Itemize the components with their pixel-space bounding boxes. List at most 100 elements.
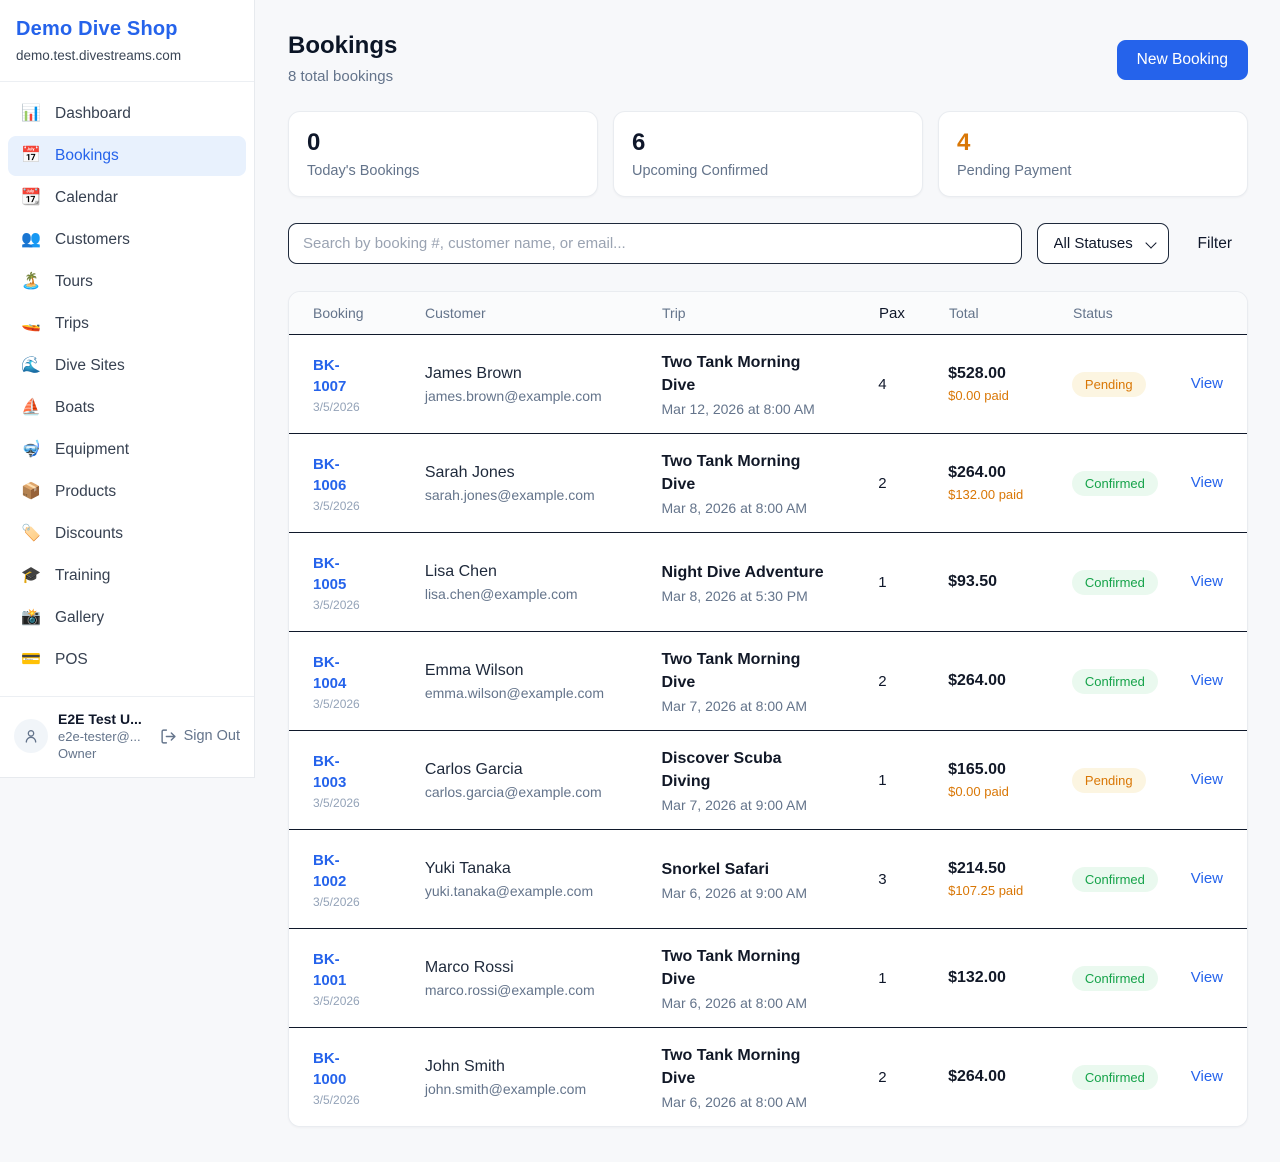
person-icon — [25, 730, 37, 743]
status-badge: Pending — [1071, 371, 1146, 397]
customer-name: John Smith — [424, 1057, 505, 1075]
trip-datetime: Mar 6, 2026 at 8:00 AM — [661, 1094, 808, 1110]
table-row: BK-1006 3/5/2026 Sarah Jones sarah.jones… — [289, 433, 1247, 532]
sidebar-item-label: Tours — [55, 273, 93, 290]
booking-date: 3/5/2026 — [313, 696, 360, 711]
booking-id-link[interactable]: BK-1004 — [313, 653, 347, 692]
sidebar-item-training[interactable]: 🎓 Training — [8, 556, 246, 596]
trip-datetime: Mar 8, 2026 at 8:00 AM — [661, 500, 808, 516]
filter-button[interactable]: Filter — [1184, 235, 1248, 253]
sidebar: Demo Dive Shop demo.test.divestreams.com… — [0, 0, 255, 778]
camera-icon: 📸 — [21, 609, 41, 626]
sidebar-item-gallery[interactable]: 📸 Gallery — [8, 598, 246, 638]
page-subtitle: 8 total bookings — [288, 68, 394, 85]
pax-count: 3 — [878, 870, 887, 888]
sidebar-user-footer: E2E Test U... e2e-tester@... Owner Sign … — [0, 696, 254, 777]
trip-datetime: Mar 6, 2026 at 8:00 AM — [661, 995, 808, 1011]
booking-id-link[interactable]: BK-1001 — [313, 950, 347, 989]
sidebar-item-customers[interactable]: 👥 Customers — [8, 220, 246, 260]
sign-out-button[interactable]: Sign Out — [160, 728, 240, 745]
booking-id-link[interactable]: BK-1007 — [313, 356, 347, 395]
booking-id-link[interactable]: BK-1006 — [313, 455, 347, 494]
customer-name: James Brown — [424, 364, 522, 382]
trip-datetime: Mar 6, 2026 at 9:00 AM — [661, 884, 808, 901]
booking-date: 3/5/2026 — [313, 993, 360, 1008]
trip-name: Two Tank Morning Dive — [661, 453, 801, 493]
view-link[interactable]: View — [1190, 672, 1223, 689]
view-link[interactable]: View — [1190, 474, 1223, 491]
trip-name: Two Tank Morning Dive — [661, 1047, 801, 1087]
sidebar-item-label: POS — [55, 651, 88, 668]
shop-name: Demo Dive Shop — [16, 18, 178, 40]
total-amount: $132.00 — [948, 969, 1006, 986]
package-icon: 📦 — [21, 483, 41, 500]
sidebar-nav: 📊 Dashboard 📅 Bookings 📆 Calendar 👥 Cust… — [0, 82, 254, 696]
view-link[interactable]: View — [1190, 375, 1223, 392]
graduation-cap-icon: 🎓 — [21, 567, 41, 584]
sidebar-item-dive-sites[interactable]: 🌊 Dive Sites — [8, 346, 246, 386]
paid-amount: $0.00 paid — [948, 783, 1009, 799]
column-header-customer: Customer — [425, 305, 486, 321]
customer-email: john.smith@example.com — [424, 1080, 587, 1097]
pax-count: 1 — [878, 969, 887, 987]
trip-name: Two Tank Morning Dive — [661, 948, 801, 988]
bar-chart-icon: 📊 — [21, 105, 41, 122]
table-row: BK-1000 3/5/2026 John Smith john.smith@e… — [289, 1027, 1247, 1126]
sidebar-item-dashboard[interactable]: 📊 Dashboard — [8, 94, 246, 134]
sidebar-item-label: Dashboard — [55, 105, 131, 122]
booking-id-link[interactable]: BK-1000 — [313, 1049, 347, 1088]
page-header: Bookings 8 total bookings New Booking — [288, 32, 1248, 85]
view-link[interactable]: View — [1190, 969, 1223, 986]
view-link[interactable]: View — [1190, 771, 1223, 788]
status-badge: Confirmed — [1071, 470, 1158, 496]
pax-count: 4 — [878, 375, 887, 393]
customer-name: Yuki Tanaka — [424, 859, 511, 877]
sidebar-item-tours[interactable]: 🏝️ Tours — [8, 262, 246, 302]
sidebar-item-bookings[interactable]: 📅 Bookings — [8, 136, 246, 176]
customer-email: yuki.tanaka@example.com — [424, 882, 594, 899]
customer-name: Carlos Garcia — [424, 760, 523, 778]
sidebar-item-trips[interactable]: 🚤 Trips — [8, 304, 246, 344]
view-link[interactable]: View — [1190, 870, 1223, 887]
status-badge: Confirmed — [1071, 965, 1158, 991]
filter-row: All Statuses Filter — [288, 223, 1248, 264]
sidebar-item-discounts[interactable]: 🏷️ Discounts — [8, 514, 246, 554]
view-link[interactable]: View — [1190, 1068, 1223, 1085]
sidebar-item-boats[interactable]: ⛵ Boats — [8, 388, 246, 428]
sidebar-item-pos[interactable]: 💳 POS — [8, 640, 246, 680]
booking-date: 3/5/2026 — [313, 498, 360, 513]
sidebar-item-products[interactable]: 📦 Products — [8, 472, 246, 512]
sidebar-item-label: Customers — [55, 231, 130, 248]
total-amount: $264.00 — [948, 672, 1006, 689]
status-select[interactable]: All Statuses — [1036, 223, 1169, 264]
pax-count: 2 — [878, 474, 887, 492]
customer-name: Lisa Chen — [424, 562, 497, 580]
stats-row: 0 Today's Bookings 6 Upcoming Confirmed … — [288, 111, 1248, 197]
column-header-pax: Pax — [879, 304, 905, 322]
calendar-number-icon: 📅 — [21, 147, 41, 164]
island-icon: 🏝️ — [21, 273, 41, 290]
stat-card: 0 Today's Bookings — [288, 111, 598, 197]
status-badge: Confirmed — [1071, 1064, 1158, 1090]
booking-id-link[interactable]: BK-1002 — [313, 851, 347, 890]
search-input[interactable] — [288, 223, 1022, 264]
table-row: BK-1002 3/5/2026 Yuki Tanaka yuki.tanaka… — [289, 829, 1247, 928]
column-header-booking: Booking — [313, 305, 364, 321]
total-amount: $214.50 — [948, 859, 1006, 877]
booking-id-link[interactable]: BK-1003 — [313, 752, 347, 791]
column-header-trip: Trip — [662, 305, 686, 321]
customer-name: Emma Wilson — [424, 661, 524, 679]
user-role: Owner — [58, 746, 97, 761]
view-link[interactable]: View — [1190, 573, 1223, 590]
sidebar-item-label: Dive Sites — [55, 357, 125, 374]
sidebar-item-label: Discounts — [55, 525, 124, 542]
booking-id-link[interactable]: BK-1005 — [313, 554, 347, 593]
new-booking-button[interactable]: New Booking — [1116, 40, 1248, 80]
paid-amount: $0.00 paid — [948, 387, 1009, 403]
trip-datetime: Mar 8, 2026 at 5:30 PM — [661, 587, 808, 604]
sidebar-item-equipment[interactable]: 🤿 Equipment — [8, 430, 246, 470]
sidebar-item-calendar[interactable]: 📆 Calendar — [8, 178, 246, 218]
column-header-total: Total — [949, 305, 979, 321]
customer-name: Sarah Jones — [424, 463, 515, 481]
sidebar-header: Demo Dive Shop demo.test.divestreams.com — [0, 0, 254, 82]
